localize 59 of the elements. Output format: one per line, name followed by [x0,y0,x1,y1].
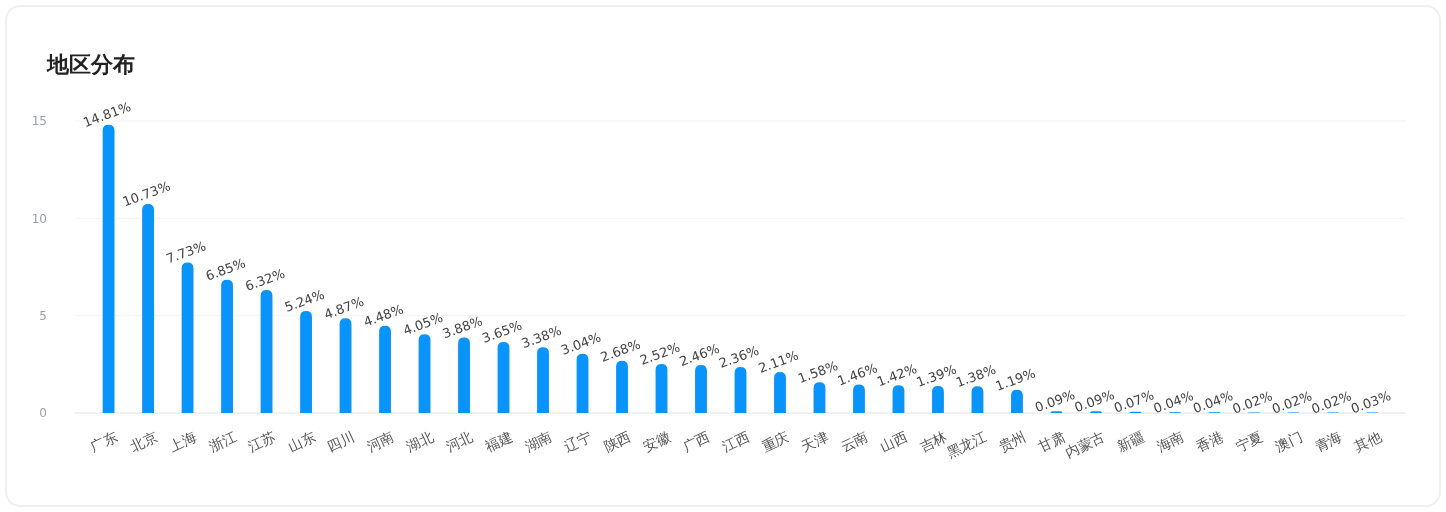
x-tick-label: 广西 [680,428,713,455]
x-tick-label: 新疆 [1114,428,1147,455]
bar [181,262,194,413]
x-tick-label: 河南 [364,428,397,455]
chart-title: 地区分布 [46,52,135,77]
bar [300,310,312,413]
x-tick-label: 福建 [482,428,515,455]
bar [813,382,826,413]
bar [853,384,865,413]
bar [576,353,589,413]
bar [616,360,628,413]
y-tick-label: 0 [39,406,47,421]
data-label: 7.73% [164,238,208,267]
x-tick-label: 浙江 [206,428,239,455]
y-tick-label: 10 [31,211,47,226]
x-tick-label: 河北 [443,428,476,455]
x-tick-label: 江苏 [245,428,278,455]
bar [339,318,352,413]
x-tick-label: 上海 [166,428,199,455]
x-tick-label: 辽宁 [561,428,594,455]
bar [537,347,549,413]
bar [774,371,786,413]
x-tick-label: 云南 [838,428,871,455]
x-tick-label: 湖北 [403,428,436,455]
x-tick-label: 安徽 [640,428,673,455]
x-tick-label: 陕西 [601,428,634,455]
x-tick-label: 宁夏 [1233,428,1266,455]
x-tick-label: 海南 [1154,428,1187,455]
x-tick-label: 山东 [285,428,318,455]
x-tick-label: 贵州 [996,428,1029,455]
bar [379,325,391,413]
x-tick-label: 澳门 [1272,428,1305,455]
x-tick-label: 重庆 [759,428,792,455]
x-tick-label: 四川 [324,428,357,455]
x-tick-label: 其他 [1351,428,1384,455]
bar [695,365,707,413]
bar [932,385,944,413]
data-label: 5.24% [282,286,327,315]
bar [734,367,747,413]
bar [260,289,273,413]
bar [892,385,905,413]
bar [655,363,668,413]
x-tick-label: 山西 [877,428,910,455]
bar [497,341,510,413]
bar [221,279,233,413]
x-tick-label: 青海 [1312,428,1345,455]
bar [142,204,154,413]
x-tick-label: 北京 [127,428,160,455]
x-tick-label: 天津 [798,428,831,455]
bar [458,337,470,413]
x-tick-label: 湖南 [522,428,555,455]
y-tick-label: 5 [39,308,47,323]
x-tick-label: 广东 [87,428,120,455]
bar [1011,389,1023,413]
y-tick-label: 15 [31,114,47,129]
bar [418,334,431,413]
bar [971,386,984,413]
x-tick-label: 香港 [1193,428,1226,455]
x-tick-label: 江西 [719,428,752,455]
